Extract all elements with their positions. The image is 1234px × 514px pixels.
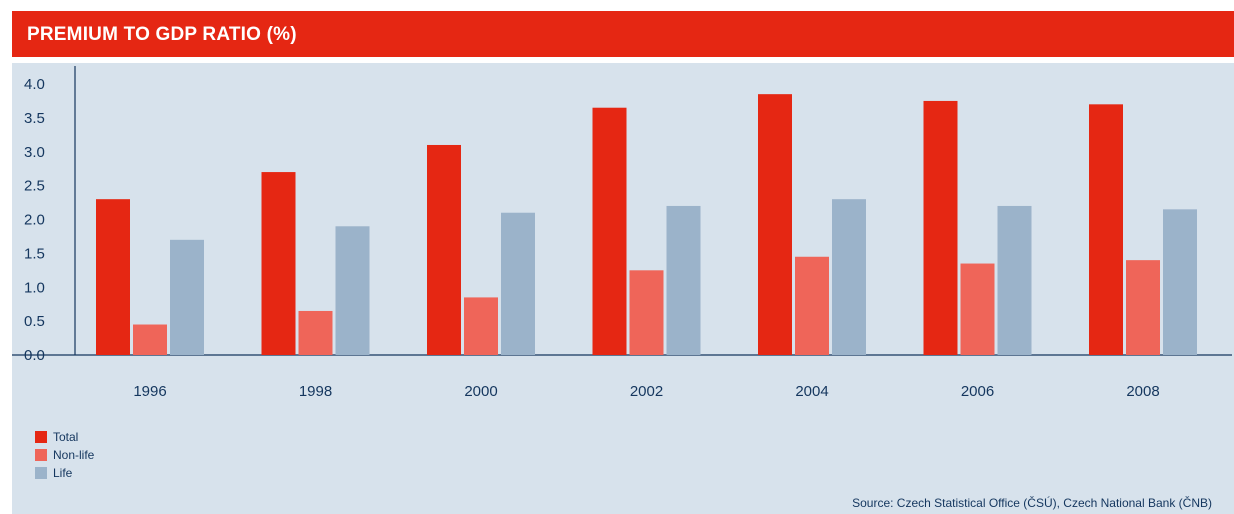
y-tick-label: 1.0 bbox=[24, 279, 45, 296]
x-tick-label: 2000 bbox=[464, 383, 497, 400]
x-tick-label: 1996 bbox=[133, 383, 166, 400]
x-tick-label: 1998 bbox=[299, 383, 332, 400]
bar-life-2006 bbox=[997, 205, 1032, 355]
source-note: Source: Czech Statistical Office (ČSÚ), … bbox=[852, 496, 1212, 510]
bar-total-2000 bbox=[427, 144, 461, 355]
x-tick-label: 2008 bbox=[1126, 383, 1159, 400]
bar-nonlife-2008 bbox=[1126, 260, 1160, 355]
y-tick-label: 3.5 bbox=[24, 110, 45, 127]
chart-header: PREMIUM TO GDP RATIO (%) bbox=[12, 11, 1234, 57]
y-tick-label: 1.5 bbox=[24, 245, 45, 262]
y-tick-label: 4.0 bbox=[24, 76, 45, 93]
bar-total-2006 bbox=[923, 100, 958, 355]
bar-nonlife-1996 bbox=[133, 324, 167, 355]
y-tick-label: 3.0 bbox=[24, 144, 45, 161]
bar-nonlife-2000 bbox=[464, 297, 498, 355]
bar-total-2004 bbox=[758, 94, 792, 355]
bar-total-2008 bbox=[1089, 104, 1123, 355]
x-tick-label: 2004 bbox=[795, 383, 828, 400]
bar-life-2004 bbox=[832, 199, 866, 355]
bar-total-1996 bbox=[96, 199, 130, 355]
y-tick-label: 2.0 bbox=[24, 212, 45, 229]
legend-swatch-nonlife bbox=[35, 449, 47, 461]
legend-swatch-life bbox=[35, 467, 47, 479]
y-tick-label: 0.0 bbox=[24, 347, 45, 364]
bar-life-2000 bbox=[501, 212, 535, 355]
bar-life-2002 bbox=[666, 205, 701, 355]
bar-nonlife-2002 bbox=[629, 270, 664, 355]
legend-item-life: Life bbox=[35, 464, 94, 482]
legend-item-total: Total bbox=[35, 428, 94, 446]
y-tick-label: 0.5 bbox=[24, 313, 45, 330]
legend-label-nonlife: Non-life bbox=[53, 448, 95, 462]
y-tick-label: 2.5 bbox=[24, 178, 45, 195]
legend-label-life: Life bbox=[53, 466, 73, 480]
legend-swatch-total bbox=[35, 431, 47, 443]
x-tick-label: 2002 bbox=[630, 383, 663, 400]
bar-nonlife-1998 bbox=[298, 310, 333, 355]
legend-item-nonlife: Non-life bbox=[35, 446, 94, 464]
bar-life-1996 bbox=[170, 239, 204, 355]
bar-nonlife-2006 bbox=[960, 263, 995, 355]
bar-total-2002 bbox=[592, 107, 627, 356]
bar-life-2008 bbox=[1163, 209, 1197, 355]
bar-nonlife-2004 bbox=[795, 256, 829, 355]
bar-total-1998 bbox=[261, 172, 296, 355]
x-tick-label: 2006 bbox=[961, 383, 994, 400]
legend: Total Non-life Life bbox=[35, 428, 94, 482]
legend-label-total: Total bbox=[53, 430, 79, 444]
bar-life-1998 bbox=[335, 226, 370, 355]
chart-title: PREMIUM TO GDP RATIO (%) bbox=[27, 24, 297, 45]
